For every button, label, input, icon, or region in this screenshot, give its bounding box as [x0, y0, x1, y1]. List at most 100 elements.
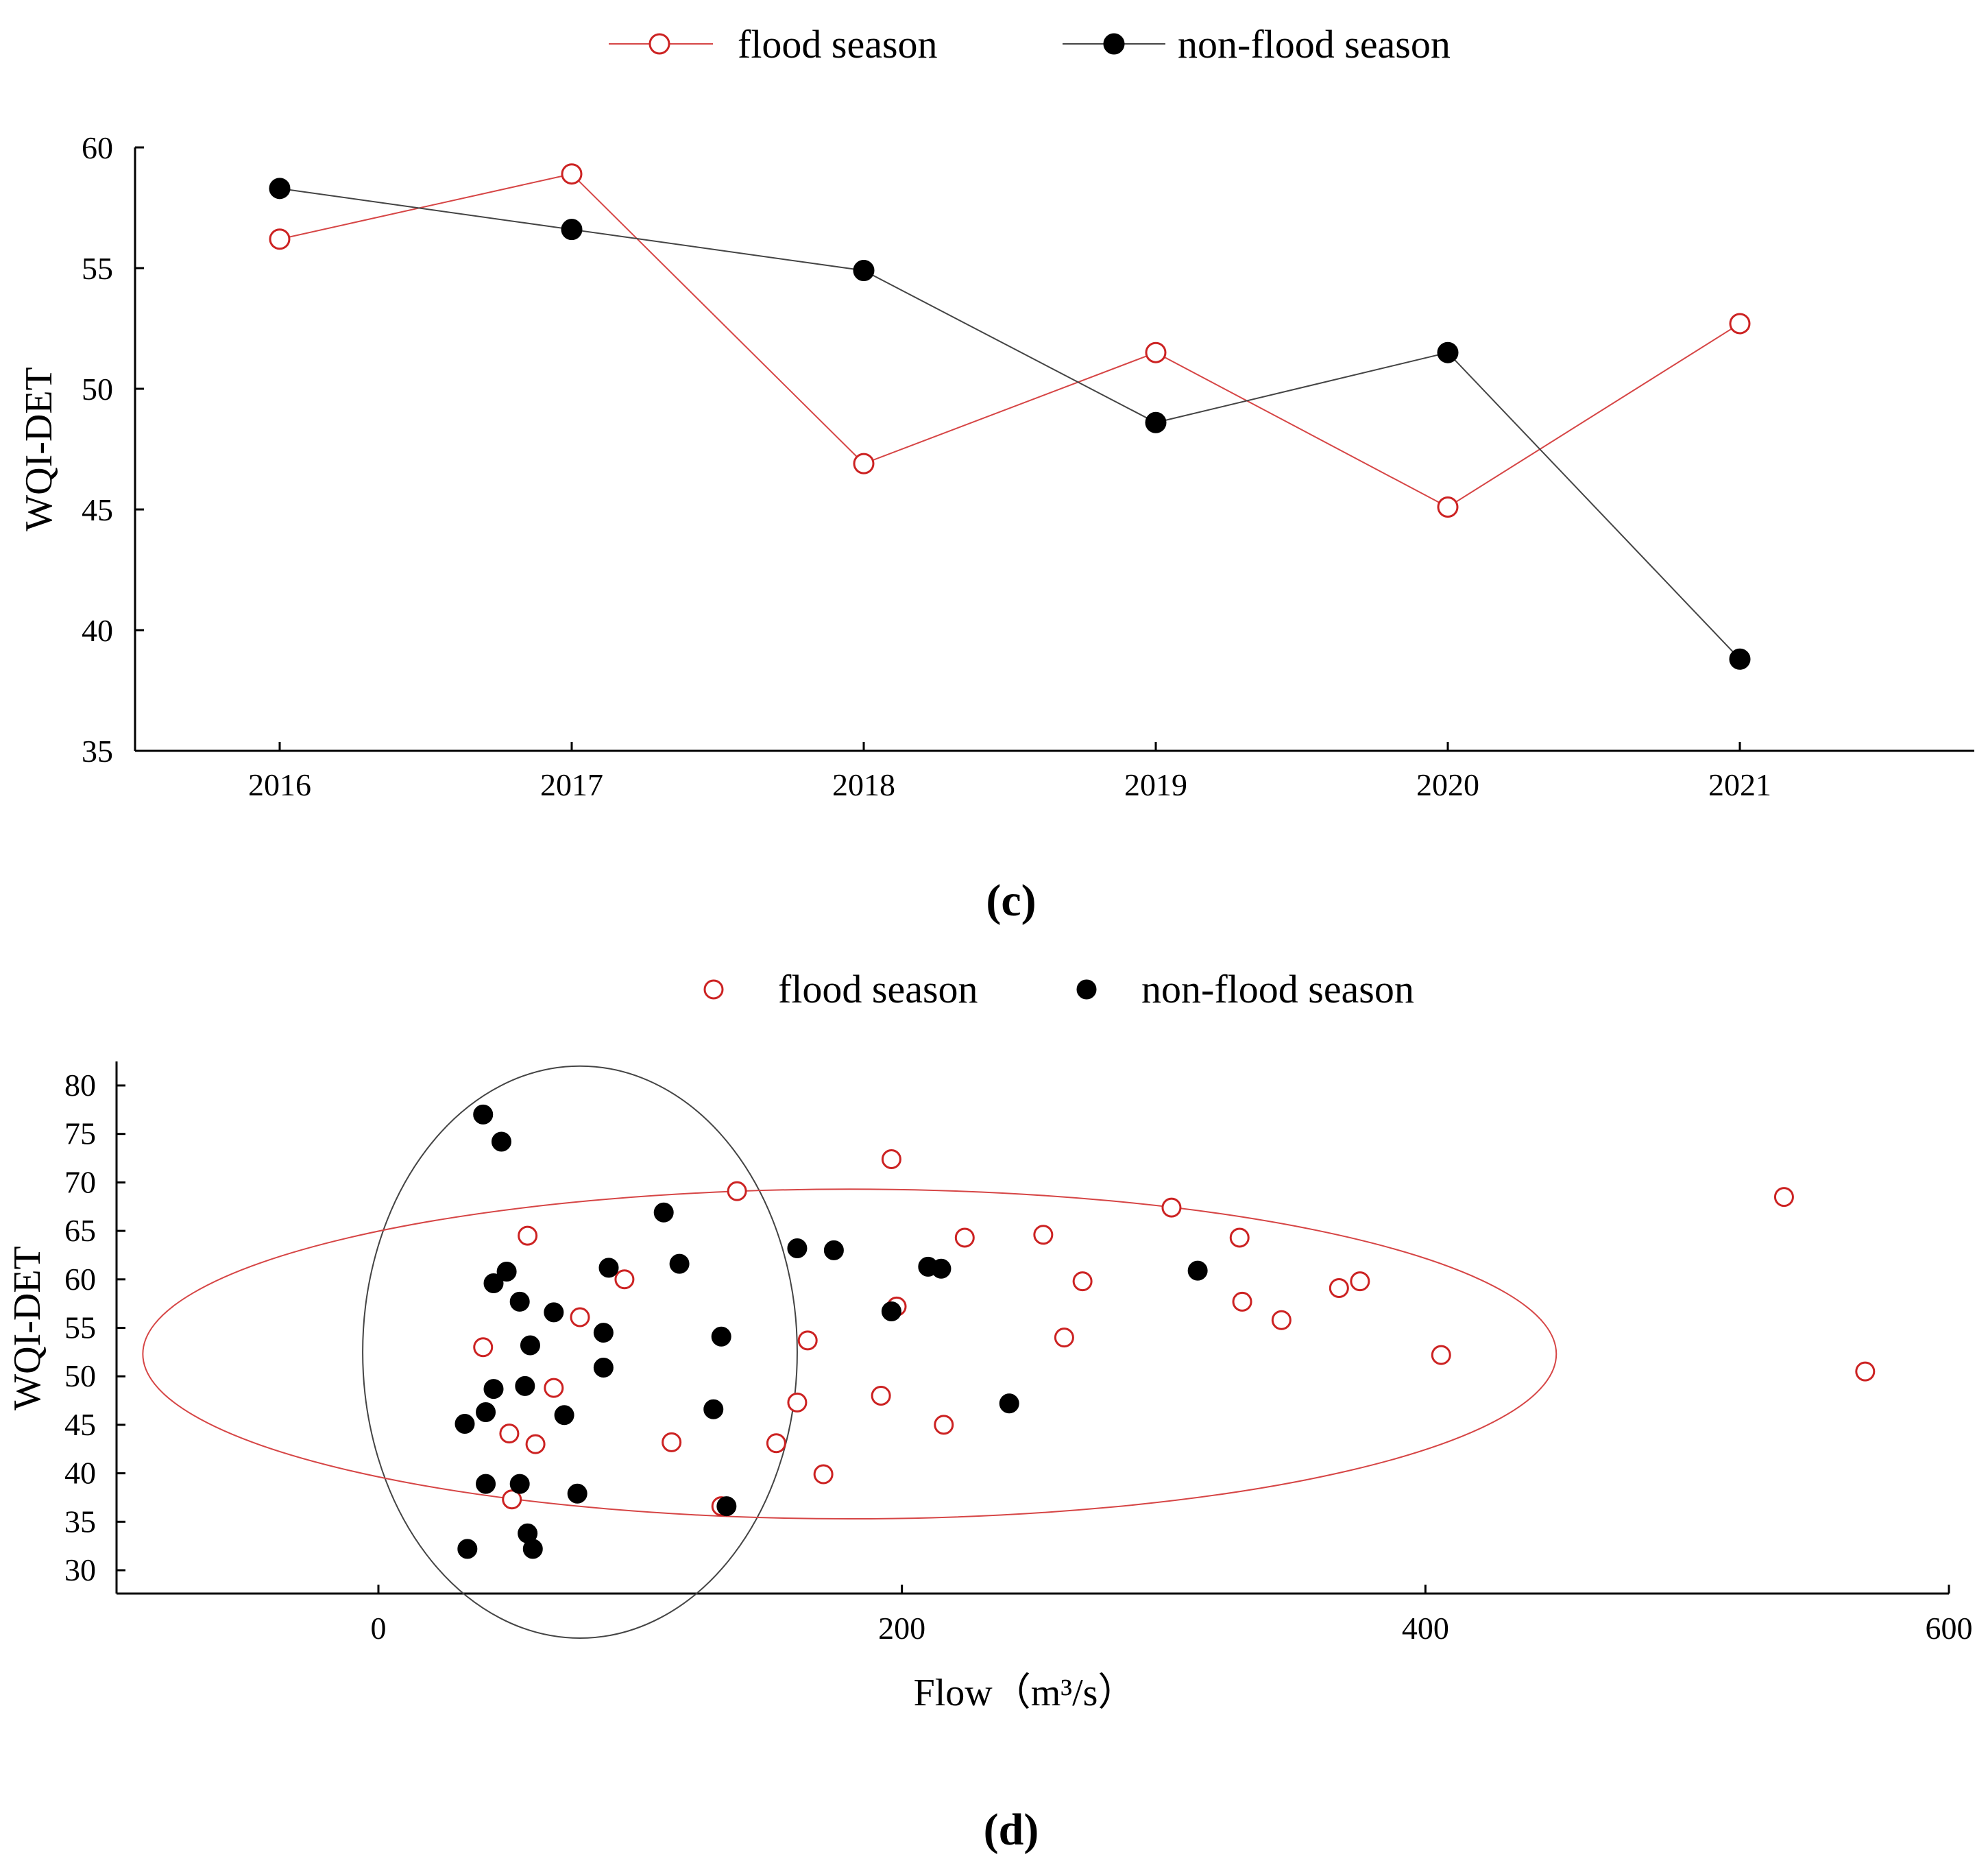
c-x-tick-label: 2017 — [540, 767, 603, 802]
legend-d-nonflood-marker — [1076, 979, 1097, 1000]
d-point-nonflood-27 — [823, 1240, 844, 1260]
c-y-tick-label: 60 — [82, 130, 113, 165]
d-group-ellipses — [142, 1065, 1557, 1639]
d-scatter-markers — [454, 1104, 1876, 1559]
c-x-tick-label: 2019 — [1124, 767, 1187, 802]
c-point-nonflood-2018 — [853, 260, 875, 282]
d-point-flood-3 — [525, 1434, 546, 1454]
d-y-tick-label: 30 — [64, 1552, 96, 1587]
d-point-flood-21 — [1054, 1328, 1074, 1348]
d-point-flood-6 — [570, 1307, 590, 1328]
d-point-flood-11 — [766, 1433, 786, 1454]
legend-c: flood season non-flood season — [609, 22, 1451, 67]
d-point-nonflood-23 — [703, 1399, 724, 1419]
panel-c-line-chart: flood season non-flood season 35 40 45 50 55… — [18, 22, 1974, 926]
d-point-flood-19 — [954, 1227, 975, 1248]
c-point-nonflood-2017 — [561, 219, 583, 241]
d-y-axis-title: WQI-DET — [6, 1246, 49, 1410]
c-x-tick-label: 2016 — [248, 767, 311, 802]
legend-c-nonflood-label: non-flood season — [1178, 22, 1451, 67]
legend-d-flood-label: flood season — [778, 967, 978, 1011]
d-point-flood-9 — [727, 1181, 747, 1201]
d-point-flood-29 — [1431, 1345, 1451, 1365]
d-point-nonflood-31 — [999, 1393, 1019, 1414]
d-point-nonflood-25 — [716, 1496, 737, 1517]
d-point-nonflood-11 — [509, 1474, 530, 1494]
c-x-tick-label: 2020 — [1416, 767, 1479, 802]
c-x-ticks: 2016 2017 2018 2019 2020 2021 — [248, 742, 1771, 802]
d-point-flood-13 — [797, 1330, 818, 1351]
d-x-tick-label: 0 — [371, 1611, 387, 1646]
d-point-nonflood-10 — [476, 1474, 496, 1494]
legend-d-nonflood-label: non-flood season — [1141, 967, 1414, 1011]
d-point-nonflood-3 — [496, 1261, 517, 1282]
c-y-ticks: 35 40 45 50 55 60 — [82, 130, 144, 769]
d-point-nonflood-30 — [931, 1258, 951, 1279]
d-y-tick-label: 35 — [64, 1504, 96, 1539]
d-y-tick-label: 60 — [64, 1262, 96, 1297]
d-point-flood-8 — [662, 1432, 682, 1452]
d-point-nonflood-5 — [520, 1335, 540, 1356]
d-point-nonflood-20 — [598, 1258, 619, 1278]
c-point-nonflood-2016 — [269, 178, 291, 200]
d-point-flood-7 — [614, 1269, 635, 1290]
legend-d-flood-marker — [703, 979, 724, 1000]
d-point-nonflood-8 — [476, 1402, 496, 1423]
d-point-nonflood-2 — [483, 1273, 504, 1293]
d-point-flood-31 — [1855, 1361, 1876, 1382]
c-y-tick-label: 45 — [82, 492, 113, 527]
c-series-markers — [269, 163, 1751, 670]
d-point-flood-0 — [473, 1337, 494, 1358]
d-point-flood-5 — [544, 1378, 564, 1398]
d-point-nonflood-13 — [522, 1539, 543, 1559]
legend-c-nonflood-marker — [1103, 33, 1125, 55]
d-point-nonflood-19 — [593, 1357, 614, 1378]
d-x-axis-title: Flow（m³/s） — [914, 1672, 1137, 1714]
c-y-tick-label: 40 — [82, 613, 113, 648]
c-point-flood-2018 — [853, 453, 875, 474]
d-y-tick-label: 70 — [64, 1164, 96, 1199]
d-point-flood-4 — [502, 1489, 522, 1510]
d-x-tick-label: 200 — [878, 1611, 925, 1646]
d-point-flood-20 — [1033, 1225, 1054, 1245]
c-point-flood-2019 — [1145, 341, 1167, 363]
d-y-tick-label: 55 — [64, 1310, 96, 1345]
d-point-flood-30 — [1773, 1187, 1794, 1208]
d-point-nonflood-6 — [483, 1379, 504, 1400]
d-point-flood-28 — [1350, 1271, 1370, 1292]
d-x-ticks: 0 200 400 600 — [371, 1585, 1973, 1646]
d-point-flood-23 — [1161, 1197, 1182, 1218]
d-point-nonflood-16 — [554, 1405, 574, 1426]
d-point-nonflood-28 — [881, 1301, 901, 1321]
d-point-flood-18 — [934, 1415, 954, 1435]
c-point-flood-2021 — [1729, 313, 1751, 335]
c-series-lines — [279, 173, 1741, 660]
d-x-tick-label: 600 — [1926, 1611, 1973, 1646]
d-point-nonflood-18 — [593, 1323, 614, 1343]
d-point-flood-25 — [1232, 1291, 1252, 1312]
d-point-nonflood-7 — [515, 1376, 535, 1396]
d-point-nonflood-22 — [669, 1253, 690, 1274]
d-point-nonflood-1 — [491, 1131, 511, 1152]
d-point-flood-1 — [518, 1225, 538, 1246]
c-y-tick-label: 55 — [82, 251, 113, 286]
d-x-tick-label: 400 — [1402, 1611, 1449, 1646]
d-point-nonflood-24 — [711, 1326, 731, 1347]
d-point-flood-27 — [1329, 1278, 1349, 1299]
legend-d: flood season non-flood season — [703, 967, 1414, 1011]
d-point-nonflood-26 — [787, 1238, 808, 1259]
d-point-flood-15 — [871, 1385, 891, 1406]
c-y-tick-label: 50 — [82, 372, 113, 407]
d-y-ticks: 30 35 40 45 50 55 60 65 70 75 80 — [64, 1068, 125, 1587]
panel-d-scatter-chart: flood season non-flood season 30 35 40 45 50… — [6, 967, 1973, 1855]
c-point-flood-2017 — [561, 163, 583, 185]
d-point-nonflood-32 — [1187, 1260, 1208, 1281]
c-line-nonflood — [279, 187, 1741, 660]
d-point-nonflood-14 — [457, 1539, 478, 1559]
c-y-axis-title: WQI-DET — [18, 367, 60, 531]
d-flood-ellipse — [142, 1188, 1557, 1520]
d-point-flood-22 — [1072, 1271, 1093, 1292]
d-point-flood-2 — [499, 1423, 520, 1444]
d-point-nonflood-21 — [653, 1202, 674, 1223]
